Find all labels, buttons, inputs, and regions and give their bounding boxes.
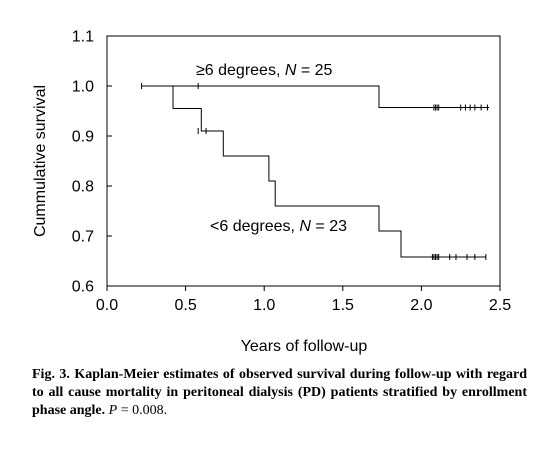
x-tick-label: 1.5 xyxy=(332,297,354,314)
y-tick-label: 1.0 xyxy=(72,79,94,96)
x-tick-label: 2.5 xyxy=(489,297,511,314)
x-axis-label: Years of follow-up xyxy=(241,338,368,355)
plot-frame xyxy=(106,35,501,287)
y-tick-label: 0.7 xyxy=(72,229,94,246)
x-tick-label: 1.0 xyxy=(253,297,275,314)
y-tick-label: 0.6 xyxy=(72,279,94,296)
series-label-high: ≥6 degrees, N = 25 xyxy=(196,62,333,79)
x-tick-label: 2.0 xyxy=(410,297,432,314)
x-tick-label: 0.5 xyxy=(174,297,196,314)
survival-step-line xyxy=(172,86,486,258)
series-label-low: <6 degrees, N = 23 xyxy=(210,218,347,235)
caption-p-symbol: P xyxy=(108,403,118,418)
figure-caption: Fig. 3. Kaplan-Meier estimates of observ… xyxy=(32,366,527,420)
survival-step-line xyxy=(141,85,489,108)
y-axis-label: Cummulative survival xyxy=(32,85,49,237)
series-0 xyxy=(141,83,489,111)
y-axis-ticks: 0.6 0.7 0.8 0.9 1.0 1.1 xyxy=(72,29,112,296)
x-axis-ticks: 0.0 0.5 1.0 1.5 2.0 2.5 xyxy=(96,286,511,314)
series-1 xyxy=(172,86,487,260)
caption-text: Fig. 3. Kaplan-Meier estimates of observ… xyxy=(32,367,527,418)
x-tick-label: 0.0 xyxy=(96,297,118,314)
survival-curves xyxy=(141,83,489,260)
caption-p-value: = 0.008. xyxy=(117,403,168,418)
y-tick-label: 0.9 xyxy=(72,129,94,146)
y-tick-label: 1.1 xyxy=(72,29,94,46)
y-tick-label: 0.8 xyxy=(72,179,94,196)
